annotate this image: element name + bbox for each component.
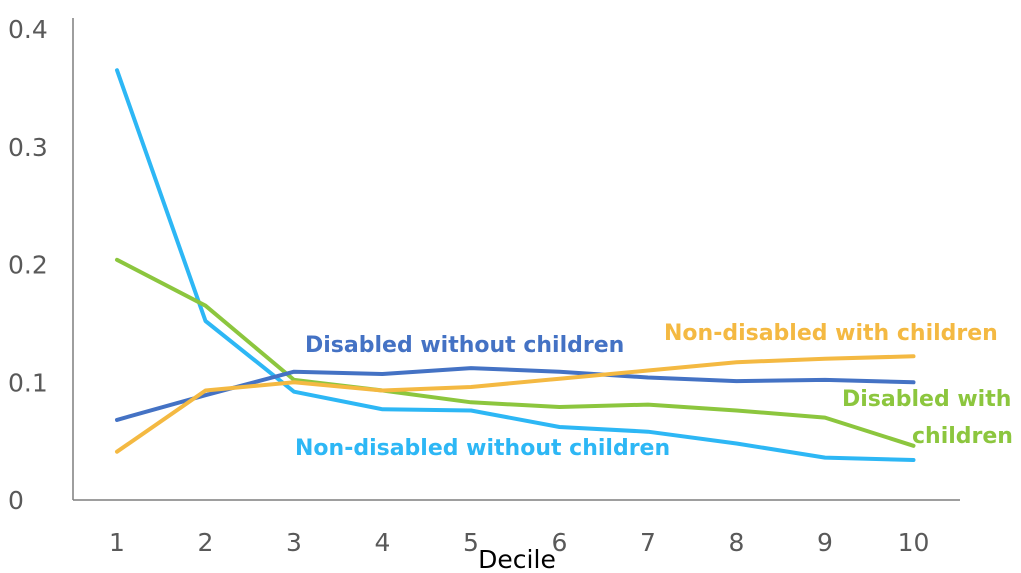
y-tick-label: 0.2 (8, 251, 48, 280)
x-tick-label: 6 (552, 528, 568, 557)
label-disabled-with: Disabled with (842, 387, 1011, 412)
x-axis-title: Decile (478, 545, 556, 573)
series-line-non-disabled-without-children (115, 68, 916, 462)
x-tick-labels: 1 2 3 4 5 6 7 8 9 10 (109, 528, 929, 557)
x-tick-label: 2 (198, 528, 214, 557)
y-tick-label: 0.1 (8, 368, 48, 397)
series-line-disabled-without-children (115, 366, 916, 422)
label-disabled-without-children: Disabled without children (305, 333, 624, 358)
x-tick-label: 3 (286, 528, 302, 557)
y-tick-label: 0.4 (8, 15, 48, 44)
label-non-disabled-without-children: Non-disabled without children (295, 436, 670, 461)
series-lines (115, 68, 916, 462)
y-tick-label: 0 (8, 486, 24, 515)
y-tick-labels: 0 0.1 0.2 0.3 0.4 (8, 15, 48, 515)
x-tick-label: 4 (375, 528, 391, 557)
label-children: children (912, 424, 1013, 449)
x-tick-label: 1 (109, 528, 125, 557)
y-tick-label: 0.3 (8, 133, 48, 162)
x-tick-label: 10 (898, 528, 930, 557)
x-tick-label: 9 (817, 528, 833, 557)
x-tick-label: 8 (729, 528, 745, 557)
x-tick-label: 7 (640, 528, 656, 557)
x-tick-label: 5 (463, 528, 479, 557)
series-line-non-disabled-with-children (115, 354, 916, 454)
axes (72, 18, 960, 501)
series-line-disabled-with-children (115, 257, 916, 448)
label-non-disabled-with-children: Non-disabled with children (664, 321, 998, 346)
